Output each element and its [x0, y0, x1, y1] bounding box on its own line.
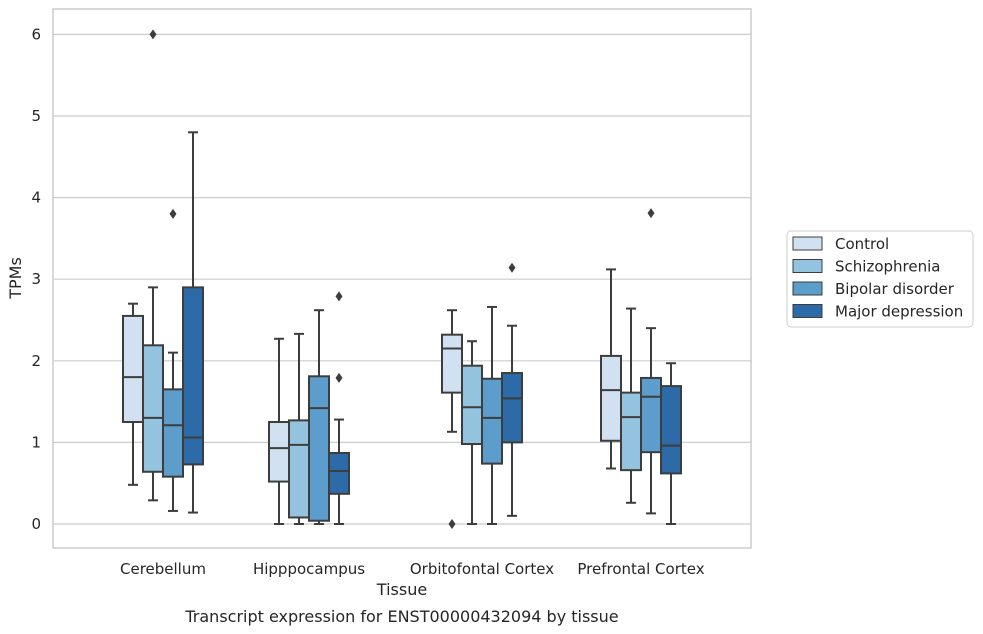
box-bipolar-disorder [481, 305, 503, 525]
box-schizophrenia [461, 340, 483, 525]
legend-frame [786, 230, 974, 328]
box-major-depression [328, 291, 350, 525]
box-bipolar-disorder [308, 309, 330, 525]
box-iqr [308, 375, 330, 522]
legend-swatch [792, 281, 823, 296]
legend-label: Bipolar disorder [835, 280, 955, 298]
y-tick-labels: 0 1 2 3 4 5 6 [31, 25, 41, 533]
box-iqr [328, 452, 350, 495]
box-iqr [268, 421, 290, 483]
box-iqr [142, 344, 164, 473]
box-groups [122, 29, 682, 529]
outlier-point [335, 291, 343, 302]
box-iqr [461, 364, 483, 446]
outlier-point [149, 29, 157, 40]
box-iqr [182, 286, 204, 466]
legend-swatch [792, 304, 823, 318]
x-tick-label: Hipppocampus [253, 560, 365, 578]
box-major-depression [501, 262, 523, 517]
outlier-point [169, 208, 177, 219]
legend-label: Major depression [835, 303, 963, 321]
box-iqr [441, 333, 463, 394]
box-control [600, 268, 622, 470]
legend-swatch [792, 259, 823, 273]
outlier-point [647, 208, 655, 219]
box-iqr [640, 376, 662, 454]
box-schizophrenia [142, 29, 164, 502]
y-tick-label: 2 [31, 352, 41, 370]
box-iqr [501, 372, 523, 444]
box-iqr [600, 354, 622, 442]
x-tick-label: Cerebellum [120, 560, 206, 578]
box-iqr [660, 385, 682, 475]
box-control [122, 302, 144, 486]
outlier-point [508, 262, 516, 273]
y-tick-label: 3 [31, 270, 41, 288]
box-control [441, 309, 463, 529]
box-major-depression [182, 131, 204, 514]
plot-area-frame [52, 8, 752, 549]
box-iqr [481, 377, 503, 465]
outlier-point [335, 372, 343, 383]
box-iqr [162, 388, 184, 478]
box-iqr [288, 419, 310, 519]
box-bipolar-disorder [162, 208, 184, 512]
y-tick-label: 6 [31, 25, 41, 43]
x-axis-label: Tissue [376, 580, 427, 599]
legend-swatch [792, 236, 823, 251]
box-bipolar-disorder [640, 208, 662, 515]
x-tick-labels: Cerebellum Hipppocampus Orbitofontal Corte… [120, 560, 705, 578]
outlier-point [448, 519, 456, 529]
box-schizophrenia [288, 332, 310, 525]
box-control [268, 337, 290, 525]
box-schizophrenia [620, 307, 642, 504]
legend: Control Schizophrenia Bipolar disorder Majo… [786, 230, 974, 328]
legend-label: Schizophrenia [835, 258, 940, 276]
y-tick-label: 4 [31, 189, 41, 207]
x-tick-label: Prefrontal Cortex [577, 560, 704, 578]
y-tick-label: 1 [31, 433, 41, 451]
box-iqr [122, 314, 144, 424]
box-major-depression [660, 362, 682, 525]
y-tick-label: 0 [31, 515, 41, 533]
y-axis-label: TPMs [6, 257, 25, 300]
chart-caption: Transcript expression for ENST0000043209… [184, 607, 618, 626]
y-tick-label: 5 [31, 107, 41, 125]
box-iqr [620, 391, 642, 472]
legend-label: Control [835, 235, 889, 253]
x-tick-label: Orbitofontal Cortex [410, 560, 554, 578]
